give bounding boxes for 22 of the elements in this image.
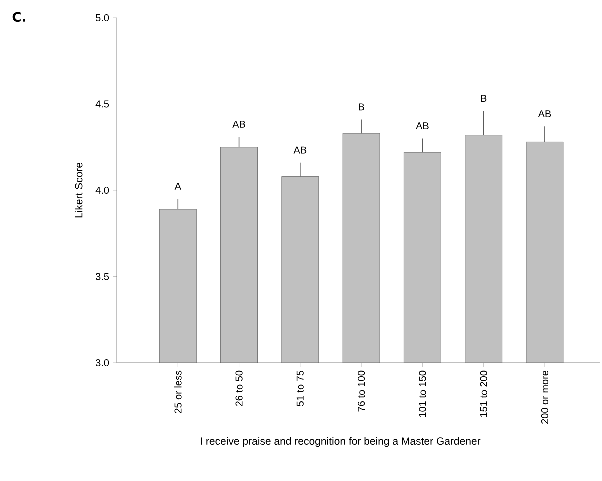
annotation: AB	[416, 122, 429, 130]
annotation: B	[359, 104, 364, 111]
y-tick-label: 3.0	[96, 359, 110, 367]
text: C.	[12, 12, 26, 22]
x-tick-label: 26 to 50	[236, 370, 243, 406]
x-tick-label: 200 or more	[541, 370, 549, 424]
x-tick-label: 25 or less	[174, 370, 182, 414]
x-tick-label: 76 to 100	[358, 370, 366, 412]
x-axis-title: I receive praise and recognition for being a Master Gardener	[201, 437, 481, 448]
y-tick-label: 3.5	[96, 273, 110, 280]
x-tick-label: 101 to 150	[419, 370, 426, 418]
annotation: AB	[232, 120, 246, 128]
annotation: AB	[538, 110, 552, 118]
annotation: A	[174, 183, 182, 190]
annotation: AB	[294, 146, 307, 154]
annotation: B	[481, 95, 487, 102]
y-tick-label: 4.5	[96, 100, 110, 108]
x-tick-label: 51 to 75	[296, 370, 304, 406]
x-tick-label: 151 to 200	[480, 370, 488, 418]
y-axis-title: Likert Score	[74, 162, 83, 218]
y-tick-label: 5.0	[96, 14, 110, 22]
y-tick-label: 4.0	[96, 186, 110, 194]
